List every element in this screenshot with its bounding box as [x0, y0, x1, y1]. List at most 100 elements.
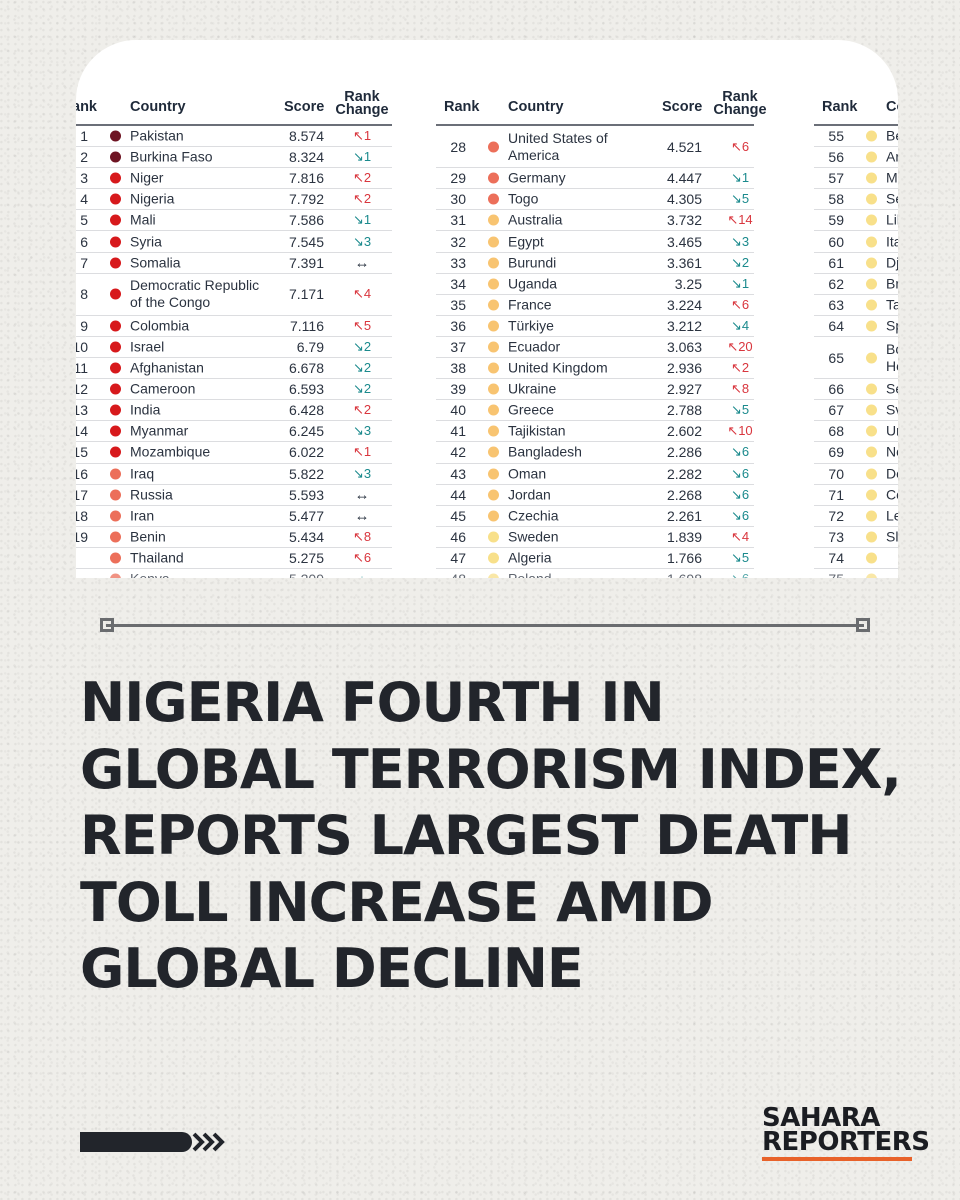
- row-rank: 73: [828, 528, 844, 545]
- row-country: Türkiye: [508, 317, 554, 334]
- score-dot-icon: [110, 214, 121, 226]
- score-dot-icon: [110, 151, 121, 163]
- header-rank: Rank: [444, 99, 480, 115]
- table-row: 42 Bangladesh 2.286 ↘6: [436, 442, 754, 464]
- sahara-reporters-logo: SAHARA REPORTERS: [762, 1103, 930, 1163]
- row-rank-change: ↔: [354, 507, 370, 525]
- row-rank: 15: [76, 444, 88, 461]
- row-rank: 61: [828, 254, 844, 271]
- table-row: 64 Sp: [814, 316, 898, 337]
- table-row: 72 Le: [814, 506, 898, 527]
- row-rank-change: ↖1: [352, 128, 372, 144]
- row-rank: 35: [450, 296, 466, 313]
- row-score: 6.428: [288, 402, 324, 419]
- table-row: 10 Israel 6.79 ↘2: [76, 337, 392, 359]
- row-rank: 18: [76, 507, 88, 524]
- row-country: Czechia: [508, 507, 559, 524]
- row-country: Oman: [508, 465, 547, 482]
- table-row: 15 Mozambique 6.022 ↖1: [76, 442, 392, 464]
- row-country: Sl: [886, 528, 898, 545]
- table-row: 32 Egypt 3.465 ↘3: [436, 231, 754, 253]
- row-rank-change: ↘6: [730, 507, 750, 523]
- row-country: Iraq: [130, 465, 155, 482]
- table-row: 6 Syria 7.545 ↘3: [76, 231, 392, 253]
- row-rank: 68: [828, 423, 844, 440]
- row-score: 7.171: [288, 286, 324, 303]
- row-rank: 33: [450, 254, 466, 271]
- row-country: Burkina Faso: [130, 148, 213, 165]
- row-rank: 34: [450, 275, 466, 292]
- row-rank: 9: [80, 317, 88, 334]
- header-country: Co: [886, 99, 898, 115]
- score-dot-icon: [110, 341, 121, 353]
- score-dot-icon: [488, 278, 499, 290]
- row-rank: 17: [76, 486, 88, 503]
- row-rank: 6: [80, 233, 88, 250]
- table-row: 47 Algeria 1.766 ↘5: [436, 548, 754, 569]
- score-dot-icon: [488, 214, 499, 226]
- score-dot-icon: [110, 288, 121, 300]
- row-rank: 72: [828, 507, 844, 524]
- row-score: 7.116: [290, 317, 324, 334]
- row-score: 2.788: [666, 402, 702, 419]
- row-country: Ar: [886, 148, 898, 165]
- row-score: 3.361: [666, 254, 702, 271]
- row-rank-change: ↘5: [730, 402, 750, 418]
- row-country: United Kingdom: [508, 359, 608, 376]
- row-rank-change: ↖8: [352, 528, 372, 544]
- table-row: 33 Burundi 3.361 ↘2: [436, 253, 754, 274]
- row-country: United States of America: [508, 129, 608, 163]
- row-score: 6.678: [288, 360, 324, 377]
- row-country: Tajikistan: [508, 422, 566, 439]
- score-dot-icon: [866, 468, 877, 480]
- row-score: 8.324: [288, 149, 324, 166]
- table-row: 8 Democratic Republic of the Congo 7.171 ↖4: [76, 274, 392, 316]
- table-body: 55 Be 56 Ar 57 M 58 Se 59 Lil 60 Ita 61 Dj 62 Br 63 Ta 64 S…: [814, 126, 898, 578]
- table-row: 46 Sweden 1.839 ↖4: [436, 527, 754, 548]
- row-rank: 58: [828, 191, 844, 208]
- row-rank-change: ↖2: [352, 191, 372, 207]
- row-rank: 63: [828, 296, 844, 313]
- score-dot-icon: [110, 383, 121, 395]
- row-rank-change: ↖2: [730, 360, 750, 376]
- row-country: Thailand: [130, 549, 184, 566]
- row-rank: 62: [828, 275, 844, 292]
- row-score: 3.732: [666, 212, 702, 229]
- table-row: 59 Lil: [814, 210, 898, 232]
- row-rank-change: ↘6: [730, 486, 750, 502]
- row-country: Somalia: [130, 254, 181, 271]
- row-country: Mali: [130, 211, 156, 228]
- row-rank-change: ↖5: [352, 317, 372, 333]
- row-rank-change: ↘2: [730, 254, 750, 270]
- table-column-1: ank Country Score Rank Change 1 Pakistan 8…: [76, 88, 392, 578]
- table-row: 60 Ita: [814, 231, 898, 253]
- row-score: 5.593: [288, 486, 324, 503]
- row-country: Nc: [886, 443, 898, 460]
- table-body: 1 Pakistan 8.574 ↖1 2 Burkina Faso 8.324 ↘1 3 Nig…: [76, 126, 392, 578]
- row-rank-change: ↖1: [352, 444, 372, 460]
- row-score: 3.063: [666, 338, 702, 355]
- row-rank: 55: [828, 128, 844, 145]
- row-country: Benin: [130, 528, 166, 545]
- row-score: 8.574: [288, 128, 324, 145]
- score-dot-icon: [866, 172, 877, 184]
- score-dot-icon: [866, 214, 877, 226]
- row-rank: 29: [450, 170, 466, 187]
- row-rank: 45: [450, 507, 466, 524]
- row-country: Australia: [508, 211, 563, 228]
- row-rank-change: ↘3: [352, 233, 372, 249]
- row-rank-change: ↘1: [730, 275, 750, 291]
- row-country: Poland: [508, 571, 552, 578]
- table-row: 57 M: [814, 168, 898, 190]
- row-rank: 67: [828, 402, 844, 419]
- row-country: Ukraine: [508, 380, 557, 397]
- row-rank-change: ↘1: [730, 170, 750, 186]
- row-rank-change: ↖4: [730, 528, 750, 544]
- row-rank: 57: [828, 170, 844, 187]
- table-row: 66 Se: [814, 379, 898, 401]
- row-score: 2.927: [666, 381, 702, 398]
- score-dot-icon: [488, 141, 499, 153]
- score-dot-icon: [488, 383, 499, 395]
- row-rank-change: ↖4: [352, 286, 372, 302]
- score-dot-icon: [110, 130, 121, 142]
